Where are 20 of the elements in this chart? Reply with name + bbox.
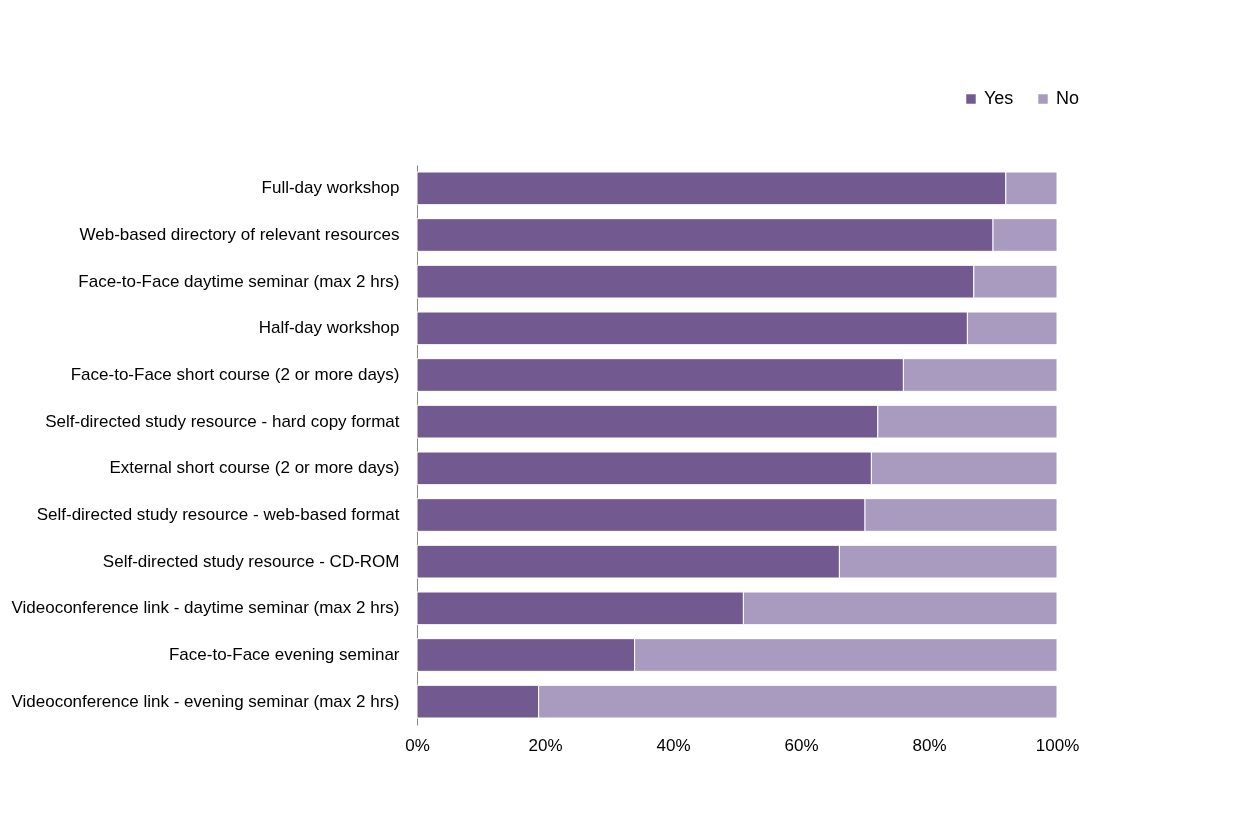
x-tick-label: 40% (656, 735, 691, 755)
y-tick-label: External short course (2 or more days) (109, 458, 400, 478)
legend-label: No (1056, 88, 1080, 108)
y-tick-label: Videoconference link - daytime seminar (max 2 hrs) (11, 598, 400, 618)
y-tick-label: Full-day workshop (261, 178, 400, 198)
y-tick-label: Videoconference link - evening seminar (max 2 hrs) (11, 691, 400, 711)
x-tick-label: 0% (405, 735, 430, 755)
legend-label: Yes (984, 88, 1014, 108)
y-tick-label: Web-based directory of relevant resources (79, 225, 400, 244)
x-tick-label: 20% (528, 735, 563, 755)
y-tick-label: Face-to-Face evening seminar (168, 645, 400, 664)
y-tick-label: Self-directed study resource - CD-ROM (102, 551, 400, 571)
x-tick-label: 100% (1035, 735, 1080, 755)
x-tick-label: 80% (912, 735, 947, 755)
y-tick-label: Self-directed study resource - web-based format (36, 505, 400, 524)
y-tick-label: Face-to-Face daytime seminar (max 2 hrs) (78, 271, 400, 291)
y-tick-label: Half-day workshop (258, 318, 400, 338)
x-tick-label: 60% (784, 735, 819, 755)
y-tick-label: Self-directed study resource - hard copy format (45, 411, 400, 431)
y-tick-label: Face-to-Face short course (2 or more days) (70, 365, 400, 384)
